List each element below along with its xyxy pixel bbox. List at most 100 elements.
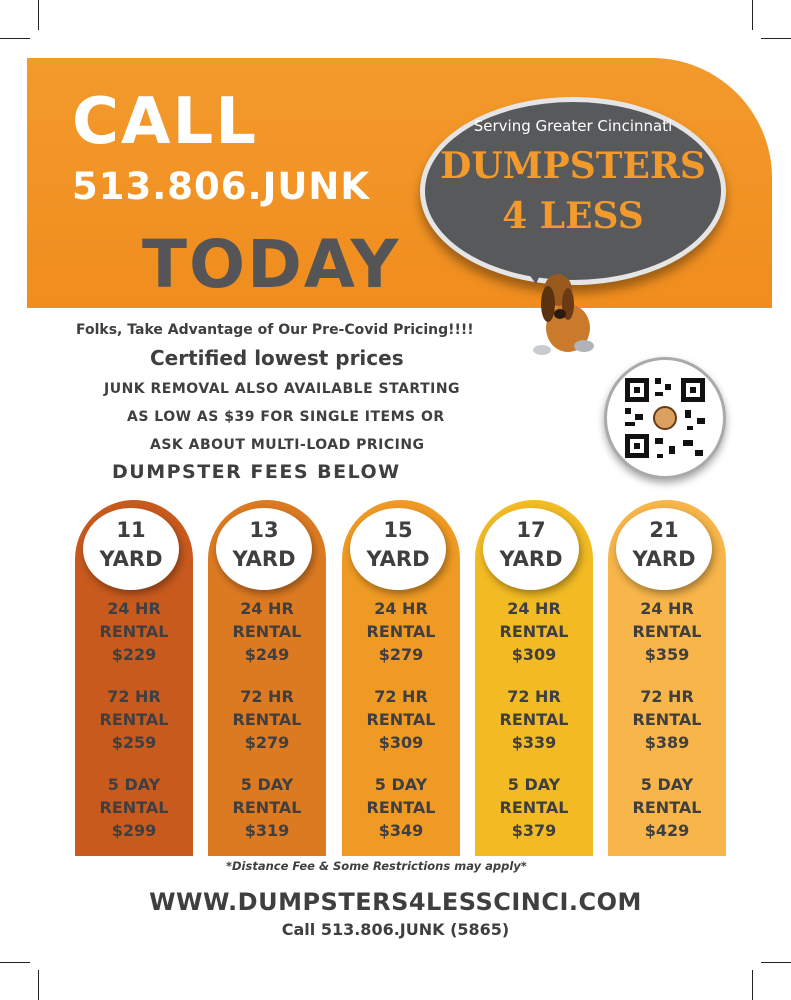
price-24hr-line: RENTAL (366, 622, 436, 641)
crop-mark (38, 970, 39, 1000)
size-number: 17 (516, 518, 546, 542)
size-badge: 15 YARD (350, 508, 446, 590)
price-5day: 5 DAY RENTAL $319 (208, 773, 326, 842)
price-24hr-line: 24 HR (240, 599, 294, 618)
price-5day-line: $429 (644, 821, 690, 840)
price-24hr-line: RENTAL (632, 622, 702, 641)
size-unit: YARD (232, 547, 296, 571)
price-24hr: 24 HR RENTAL $279 (342, 597, 460, 666)
pricing-column-13-yard: 13 YARD 24 HR RENTAL $249 72 HR RENTAL $279 5 DA… (208, 500, 326, 856)
price-72hr-line: 72 HR (107, 687, 161, 706)
size-number: 21 (649, 518, 679, 542)
size-unit: YARD (99, 547, 163, 571)
qr-code-icon[interactable] (604, 357, 726, 479)
price-24hr-line: $309 (511, 645, 557, 664)
promo-line-pricing: Folks, Take Advantage of Our Pre-Covid P… (76, 322, 474, 338)
price-5day-line: 5 DAY (640, 775, 694, 794)
price-5day-line: RENTAL (99, 798, 169, 817)
logo-bubble (420, 97, 726, 285)
price-72hr-line: RENTAL (499, 710, 569, 729)
price-72hr: 72 HR RENTAL $339 (475, 685, 593, 754)
size-badge: 11 YARD (83, 508, 179, 590)
price-72hr: 72 HR RENTAL $309 (342, 685, 460, 754)
price-5day-line: RENTAL (499, 798, 569, 817)
promo-line-lowest: Certified lowest prices (150, 346, 404, 370)
price-5day-line: $379 (511, 821, 557, 840)
crop-mark (752, 0, 753, 30)
phone-number-heading[interactable]: 513.806.JUNK (72, 165, 371, 208)
price-5day: 5 DAY RENTAL $299 (75, 773, 193, 842)
price-5day-line: RENTAL (632, 798, 702, 817)
price-72hr-line: RENTAL (232, 710, 302, 729)
price-72hr-line: 72 HR (507, 687, 561, 706)
price-5day: 5 DAY RENTAL $379 (475, 773, 593, 842)
price-24hr: 24 HR RENTAL $309 (475, 597, 593, 666)
call-heading: CALL (72, 85, 259, 159)
price-24hr-line: 24 HR (107, 599, 161, 618)
crop-mark (752, 970, 753, 1000)
price-24hr-line: 24 HR (507, 599, 561, 618)
price-72hr-line: $389 (644, 733, 690, 752)
brand-name-line1: DUMPSTERS (440, 145, 706, 187)
size-unit: YARD (632, 547, 696, 571)
footer-phone[interactable]: Call 513.806.JUNK (5865) (281, 920, 510, 939)
size-badge: 21 YARD (616, 508, 712, 590)
crop-mark (761, 38, 791, 39)
price-72hr-line: $309 (378, 733, 424, 752)
fees-heading: DUMPSTER FEES BELOW (112, 461, 401, 483)
price-72hr-line: RENTAL (632, 710, 702, 729)
price-5day-line: RENTAL (232, 798, 302, 817)
price-24hr-line: 24 HR (374, 599, 428, 618)
size-number: 13 (249, 518, 279, 542)
disclaimer-text: *Distance Fee & Some Restrictions may ap… (226, 859, 527, 873)
price-72hr-line: $339 (511, 733, 557, 752)
price-72hr-line: $259 (111, 733, 157, 752)
bloodhound-dog-mascot-icon (533, 274, 594, 355)
crop-mark (0, 962, 30, 963)
price-72hr-line: 72 HR (240, 687, 294, 706)
size-unit: YARD (499, 547, 563, 571)
price-72hr-line: 72 HR (640, 687, 694, 706)
price-24hr-line: 24 HR (640, 599, 694, 618)
price-24hr-line: RENTAL (99, 622, 169, 641)
price-5day-line: 5 DAY (107, 775, 161, 794)
promo-line-junk-removal: JUNK REMOVAL ALSO AVAILABLE STARTING (104, 381, 461, 397)
serving-area-text: Serving Greater Cincinnati (473, 117, 673, 135)
price-5day-line: 5 DAY (507, 775, 561, 794)
price-5day-line: $299 (111, 821, 157, 840)
crop-mark (38, 0, 39, 30)
price-72hr: 72 HR RENTAL $259 (75, 685, 193, 754)
size-badge: 17 YARD (483, 508, 579, 590)
pricing-column-17-yard: 17 YARD 24 HR RENTAL $309 72 HR RENTAL $339 5 DA… (475, 500, 593, 856)
price-72hr-line: RENTAL (99, 710, 169, 729)
size-number: 11 (116, 518, 146, 542)
logo-bubble-tail (520, 262, 546, 284)
website-link[interactable]: WWW.DUMPSTERS4LESSCINCI.COM (149, 888, 642, 916)
price-72hr: 72 HR RENTAL $279 (208, 685, 326, 754)
price-5day-line: RENTAL (366, 798, 436, 817)
brand-name-line2: 4 LESS (502, 195, 644, 237)
price-5day-line: $319 (244, 821, 290, 840)
price-24hr-line: $279 (378, 645, 424, 664)
price-24hr-line: $359 (644, 645, 690, 664)
pricing-column-21-yard: 21 YARD 24 HR RENTAL $359 72 HR RENTAL $389 5 DA… (608, 500, 726, 856)
size-number: 15 (383, 518, 413, 542)
crop-mark (0, 38, 30, 39)
price-24hr: 24 HR RENTAL $359 (608, 597, 726, 666)
price-24hr-line: RENTAL (499, 622, 569, 641)
today-heading: TODAY (142, 226, 401, 303)
qr-code-graphic (625, 378, 705, 458)
promo-line-multi-load: ASK ABOUT MULTI-LOAD PRICING (150, 437, 425, 453)
price-72hr-line: $279 (244, 733, 290, 752)
price-24hr: 24 HR RENTAL $229 (75, 597, 193, 666)
size-unit: YARD (366, 547, 430, 571)
price-24hr: 24 HR RENTAL $249 (208, 597, 326, 666)
price-5day-line: $349 (378, 821, 424, 840)
price-5day: 5 DAY RENTAL $429 (608, 773, 726, 842)
price-72hr: 72 HR RENTAL $389 (608, 685, 726, 754)
price-5day-line: 5 DAY (374, 775, 428, 794)
pricing-column-15-yard: 15 YARD 24 HR RENTAL $279 72 HR RENTAL $309 5 DA… (342, 500, 460, 856)
price-5day-line: 5 DAY (240, 775, 294, 794)
promo-line-single-items: AS LOW AS $39 FOR SINGLE ITEMS OR (127, 409, 445, 425)
size-badge: 13 YARD (216, 508, 312, 590)
